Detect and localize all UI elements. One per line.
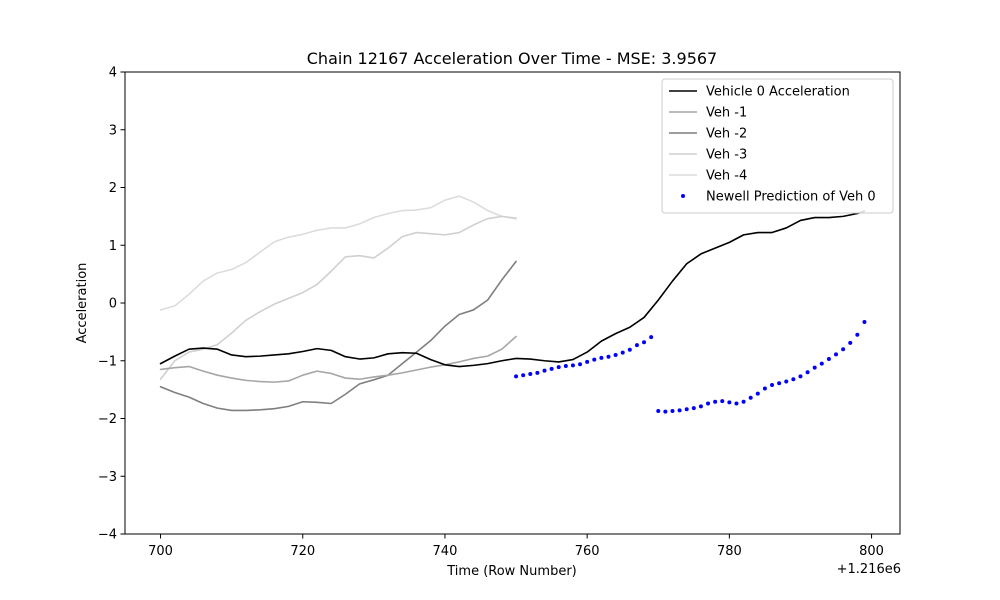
y-tick-label: 0 [109,297,117,312]
x-tick-label: 780 [717,544,742,559]
prediction-point [713,399,718,404]
prediction-point [627,347,632,352]
y-axis: −4 −3 −2 −1 0 1 2 3 4 [98,66,125,543]
legend-swatch-newell-prediction-of-veh-0 [681,194,685,198]
prediction-point [841,347,846,352]
prediction-point [563,363,568,368]
prediction-point [556,365,561,370]
prediction-point [570,363,575,368]
prediction-point [642,340,647,345]
prediction-point [748,395,753,400]
y-tick-label: 4 [109,66,117,81]
prediction-point [514,374,519,379]
legend: Vehicle 0 Acceleration Veh -1 Veh -2 Veh -3… [661,78,894,214]
legend-box [661,78,894,214]
y-tick-label: 2 [109,181,117,196]
prediction-point [826,357,831,362]
prediction-point [777,381,782,386]
series-line-veh-4 [159,195,517,311]
legend-label-newell-prediction-of-veh-0: Newell Prediction of Veh 0 [706,190,876,205]
series-layer [159,195,867,414]
chart-title: Chain 12167 Acceleration Over Time - MSE… [307,49,717,68]
series-line-vehicle-0-acceleration [159,210,866,368]
x-tick-label: 760 [575,544,600,559]
prediction-point [734,401,739,406]
prediction-point [812,365,817,370]
legend-label-veh-2: Veh -2 [706,127,747,142]
x-tick-label: 740 [433,544,458,559]
legend-label-veh-1: Veh -1 [706,106,747,121]
prediction-point [798,374,803,379]
prediction-point [542,368,547,373]
legend-label-veh-4: Veh -4 [706,169,747,184]
series-dots-newell-prediction-of-veh-0 [514,320,867,414]
y-tick-label: −4 [98,528,117,543]
prediction-point [528,372,533,377]
prediction-point [706,401,711,406]
y-tick-label: −1 [98,354,117,369]
prediction-point [613,352,618,357]
prediction-point [656,408,661,413]
y-tick-label: −2 [98,412,117,427]
y-tick-label: 1 [109,239,117,254]
x-axis: 700 720 740 760 780 800 [148,534,884,559]
prediction-point [549,366,554,371]
prediction-point [634,343,639,348]
prediction-point [606,354,611,359]
y-tick-label: −3 [98,470,117,485]
prediction-point [521,373,526,378]
prediction-point [592,357,597,362]
prediction-point [727,400,732,405]
prediction-point [578,362,583,367]
prediction-point [720,399,725,404]
x-tick-label: 720 [290,544,315,559]
prediction-point [791,377,796,382]
x-tick-label: 800 [859,544,884,559]
series-line-veh-1 [159,335,517,383]
prediction-point [819,361,824,366]
prediction-point [620,350,625,355]
prediction-point [599,355,604,360]
prediction-point [698,404,703,409]
prediction-point [663,409,668,414]
prediction-point [684,407,689,412]
series-line-veh-2 [159,260,517,412]
x-tick-label: 700 [148,544,173,559]
x-axis-label: Time (Row Number) [446,564,576,579]
prediction-point [677,408,682,413]
legend-label-vehicle-0-acceleration: Vehicle 0 Acceleration [706,85,850,100]
prediction-point [762,386,767,391]
prediction-point [784,379,789,384]
prediction-point [585,359,590,364]
prediction-point [770,383,775,387]
prediction-point [741,399,746,404]
legend-label-veh-3: Veh -3 [706,148,747,163]
prediction-point [691,406,696,411]
prediction-point [855,332,860,337]
series-line-veh-3 [159,215,517,381]
y-tick-label: 3 [109,123,117,138]
prediction-point [670,408,675,413]
prediction-point [649,335,654,340]
prediction-point [834,352,839,357]
prediction-point [848,340,853,345]
x-axis-offset-label: +1.216e6 [837,562,901,577]
prediction-point [862,320,867,325]
y-axis-label: Acceleration [75,263,90,344]
prediction-point [535,370,540,375]
prediction-point [805,370,810,375]
prediction-point [755,391,760,396]
